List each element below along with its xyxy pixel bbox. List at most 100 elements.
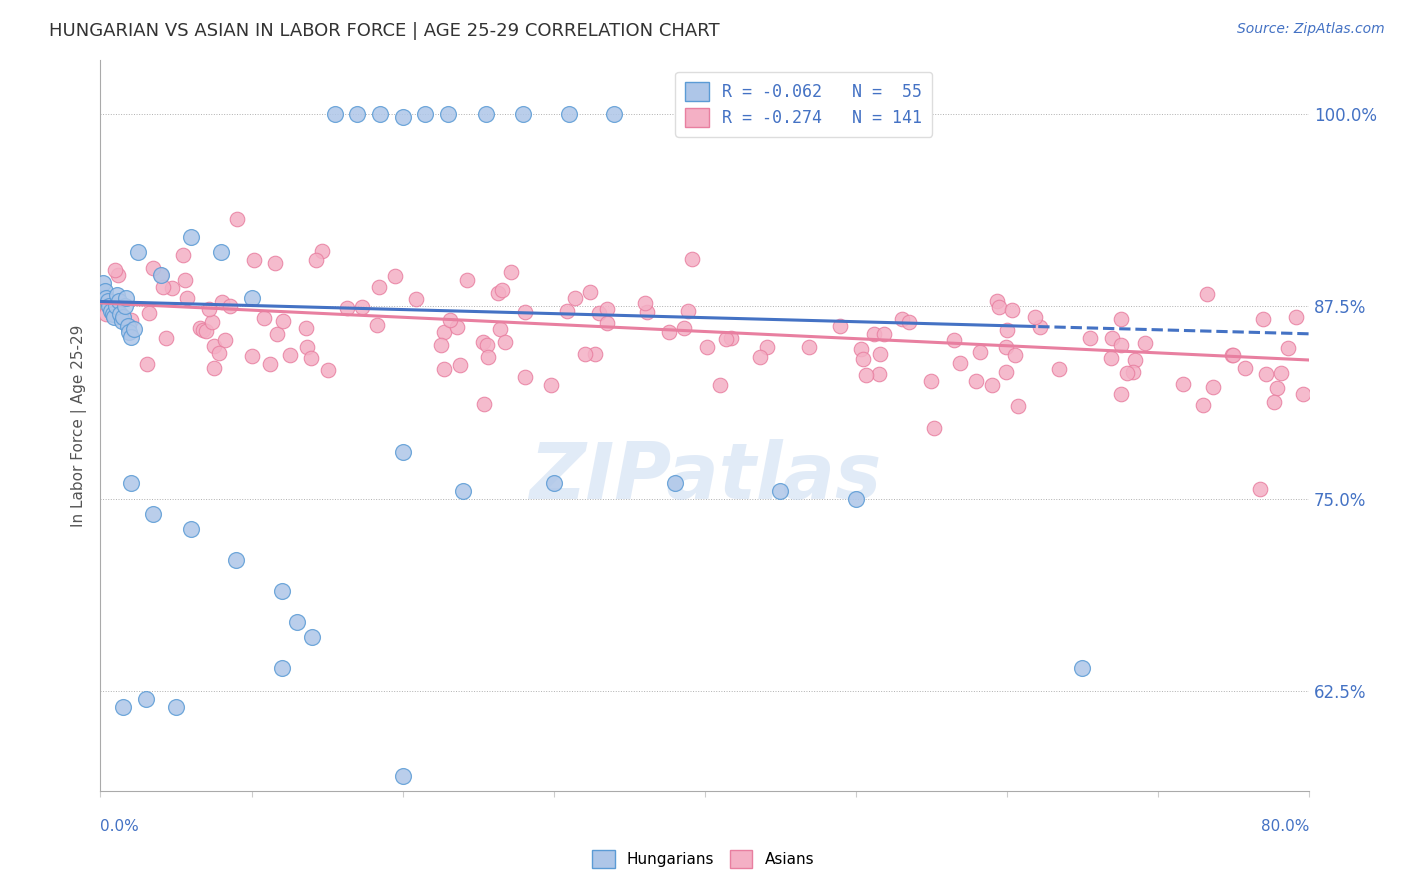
Point [127, 245, 149, 260]
Point [433, 325, 456, 339]
Point [311, 244, 333, 258]
Point [512, 106, 534, 120]
Point [714, 332, 737, 346]
Point [994, 365, 1017, 379]
Point [225, 553, 247, 567]
Point [413, 106, 436, 120]
Point [98, 299, 121, 313]
Point [295, 321, 318, 335]
Point [202, 361, 225, 376]
Point [1270, 366, 1292, 380]
Point [1001, 303, 1024, 318]
Point [543, 476, 565, 491]
Point [346, 106, 368, 120]
Point [93, 276, 115, 290]
Point [240, 349, 263, 363]
Point [494, 335, 516, 350]
Point [994, 341, 1017, 355]
Point [1220, 348, 1243, 362]
Point [676, 304, 699, 318]
Point [142, 507, 165, 521]
Point [720, 331, 742, 345]
Point [852, 351, 875, 366]
Point [696, 340, 718, 354]
Point [202, 338, 225, 352]
Point [367, 279, 389, 293]
Point [243, 252, 266, 267]
Point [176, 291, 198, 305]
Point [1109, 338, 1132, 352]
Point [104, 299, 127, 313]
Point [209, 245, 232, 260]
Point [208, 345, 231, 359]
Point [149, 268, 172, 283]
Point [1078, 331, 1101, 345]
Point [104, 263, 127, 277]
Point [429, 338, 451, 352]
Text: ZIPatlas: ZIPatlas [529, 439, 882, 515]
Point [316, 363, 339, 377]
Point [1049, 362, 1071, 376]
Point [1116, 366, 1139, 380]
Point [555, 304, 578, 318]
Point [114, 299, 136, 313]
Point [201, 315, 224, 329]
Point [637, 304, 659, 318]
Point [1133, 335, 1156, 350]
Point [499, 265, 522, 279]
Point [323, 106, 346, 120]
Point [285, 615, 308, 629]
Point [1071, 661, 1094, 675]
Point [270, 584, 292, 599]
Point [295, 340, 318, 354]
Point [96, 292, 118, 306]
Point [122, 322, 145, 336]
Point [266, 326, 288, 341]
Point [135, 357, 157, 371]
Point [1222, 348, 1244, 362]
Point [574, 347, 596, 361]
Text: 0.0%: 0.0% [100, 819, 139, 834]
Point [152, 280, 174, 294]
Point [1251, 312, 1274, 326]
Text: HUNGARIAN VS ASIAN IN LABOR FORCE | AGE 25-29 CORRELATION CHART: HUNGARIAN VS ASIAN IN LABOR FORCE | AGE … [49, 22, 720, 40]
Point [949, 356, 972, 370]
Point [1265, 380, 1288, 394]
Point [253, 311, 276, 326]
Point [513, 370, 536, 384]
Point [1123, 352, 1146, 367]
Point [105, 288, 128, 302]
Point [596, 302, 619, 317]
Point [391, 445, 413, 459]
Point [118, 326, 141, 340]
Point [219, 299, 242, 313]
Point [1263, 395, 1285, 409]
Point [449, 358, 471, 372]
Point [1024, 310, 1046, 325]
Point [446, 319, 468, 334]
Point [869, 347, 891, 361]
Point [180, 523, 202, 537]
Point [368, 106, 391, 120]
Point [1277, 341, 1299, 355]
Point [1285, 310, 1308, 324]
Point [1029, 320, 1052, 334]
Point [160, 281, 183, 295]
Point [924, 421, 946, 435]
Point [120, 330, 142, 344]
Point [135, 692, 157, 706]
Point [969, 344, 991, 359]
Point [1254, 368, 1277, 382]
Point [366, 318, 388, 333]
Point [540, 378, 562, 392]
Point [477, 351, 499, 365]
Point [672, 321, 695, 335]
Point [1109, 311, 1132, 326]
Point [270, 661, 292, 675]
Point [855, 368, 877, 382]
Point [305, 253, 328, 268]
Point [942, 333, 965, 347]
Point [1249, 482, 1271, 496]
Legend: R = -0.062   N =  55, R = -0.274   N = 141: R = -0.062 N = 55, R = -0.274 N = 141 [675, 71, 932, 136]
Point [456, 273, 478, 287]
